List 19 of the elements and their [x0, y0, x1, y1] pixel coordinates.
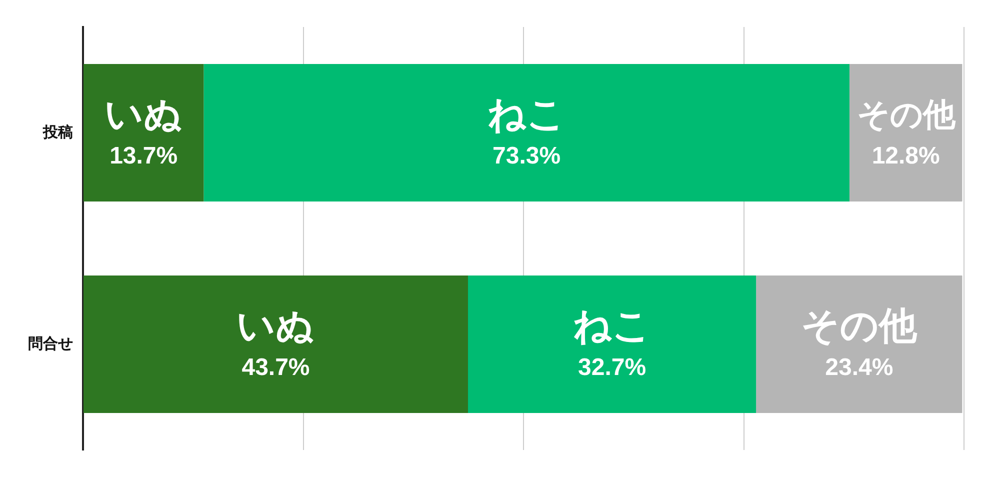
- data-label: 23.4%: [825, 354, 894, 381]
- y-tick-label: 問合せ: [28, 335, 73, 352]
- data-label: 13.7%: [110, 142, 178, 170]
- series-label: いぬ: [104, 94, 183, 136]
- text: ねこ: [573, 306, 652, 348]
- bar: [468, 276, 756, 413]
- series-label: ねこ: [488, 94, 566, 136]
- bar: [204, 64, 850, 202]
- data-label: 12.8%: [872, 142, 940, 170]
- data-label: 43.7%: [242, 354, 310, 381]
- text: その他: [801, 306, 918, 348]
- bar: [756, 276, 962, 413]
- bar: [84, 276, 468, 413]
- series-label: その他: [856, 96, 956, 133]
- data-label: 73.3%: [492, 142, 561, 170]
- data-label: 32.7%: [578, 354, 646, 381]
- bar: [84, 64, 204, 202]
- text: いぬ: [236, 306, 315, 348]
- y-tick-label: 投稿: [42, 124, 73, 141]
